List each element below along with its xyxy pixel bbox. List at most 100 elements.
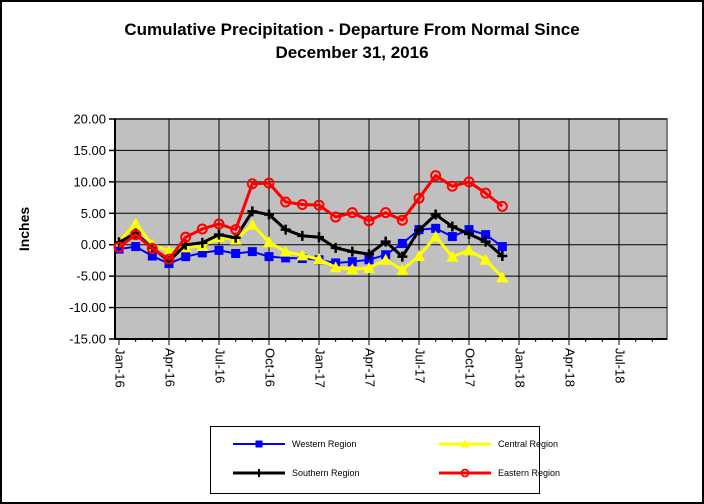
legend-item-central: Central Region — [437, 438, 558, 450]
marker-triangle — [379, 253, 392, 265]
chart-title-line1: Cumulative Precipitation - Departure Fro… — [124, 20, 580, 39]
marker-circle — [130, 229, 142, 241]
marker-circle — [280, 196, 292, 208]
marker-plus — [364, 249, 374, 260]
marker-square — [231, 249, 241, 259]
marker-triangle — [296, 249, 309, 261]
marker-square — [197, 248, 207, 258]
marker-triangle — [129, 217, 142, 229]
marker-circle — [246, 178, 258, 190]
marker-triangle — [329, 261, 342, 273]
y-tick-label: 15.00 — [73, 143, 106, 158]
marker-plus — [214, 229, 224, 240]
marker-circle — [413, 192, 425, 204]
marker-square — [347, 257, 357, 267]
marker-square — [281, 253, 291, 263]
marker-plus — [247, 206, 258, 217]
legend-marker-western-icon — [233, 440, 285, 448]
marker-square — [497, 242, 507, 252]
x-tick-label: Jul-17 — [413, 348, 428, 383]
y-tick-label: 5.00 — [81, 206, 106, 221]
marker-circle — [396, 214, 408, 226]
marker-square — [431, 223, 441, 233]
x-tick-label: Apr-17 — [363, 348, 378, 387]
marker-circle — [346, 207, 358, 219]
marker-circle — [296, 198, 308, 210]
marker-circle — [430, 170, 442, 182]
legend-label: Eastern Region — [498, 468, 561, 478]
marker-circle — [380, 207, 392, 219]
marker-square — [364, 255, 374, 265]
marker-square — [447, 232, 457, 242]
x-tick-label: Oct-16 — [263, 348, 278, 387]
y-tick-label: 0.00 — [81, 237, 106, 252]
x-tick-label: Apr-18 — [563, 348, 578, 387]
y-tick-label: -15.00 — [69, 332, 106, 347]
marker-circle — [180, 231, 192, 243]
marker-square — [181, 252, 191, 262]
marker-plus — [464, 229, 474, 240]
legend-marker-southern-icon — [233, 469, 285, 477]
marker-square — [131, 242, 141, 252]
marker-circle — [196, 223, 208, 235]
marker-circle — [163, 253, 175, 265]
chart-title-line2: December 31, 2016 — [275, 43, 429, 62]
marker-triangle — [463, 244, 475, 256]
marker-circle — [463, 176, 475, 188]
marker-triangle — [396, 263, 409, 275]
marker-square — [214, 245, 224, 255]
legend-label: Central Region — [498, 439, 559, 449]
marker-square — [247, 247, 257, 257]
marker-plus — [447, 221, 458, 232]
marker-circle — [263, 177, 275, 189]
legend-label: Western Region — [292, 439, 357, 449]
x-tick-label: Apr-16 — [163, 348, 178, 387]
marker-plus — [414, 225, 424, 236]
marker-circle — [480, 187, 492, 199]
marker-triangle — [479, 253, 492, 265]
marker-plus — [197, 237, 208, 248]
y-tick-label: -10.00 — [69, 300, 106, 315]
legend-item-western: Western Region — [231, 438, 356, 450]
x-tick-label: Jan-18 — [513, 348, 528, 388]
marker-plus — [280, 224, 291, 235]
legend-label: Southern Region — [292, 468, 360, 478]
marker-triangle — [246, 218, 259, 230]
marker-triangle — [279, 245, 292, 257]
marker-triangle — [496, 271, 509, 283]
marker-square — [397, 238, 407, 248]
marker-triangle — [429, 230, 442, 242]
marker-circle — [230, 224, 242, 236]
chart-title: Cumulative Precipitation - Departure Fro… — [2, 18, 702, 64]
marker-triangle — [363, 261, 375, 273]
x-tick-label: Jul-16 — [213, 348, 228, 383]
marker-plus — [297, 230, 308, 241]
marker-circle — [446, 180, 458, 192]
x-tick-label: Jan-17 — [313, 348, 328, 388]
legend: Western Region Central Region Southern R… — [210, 426, 560, 494]
legend-marker-eastern-icon — [439, 468, 491, 478]
x-tick-label: Jul-18 — [613, 348, 628, 383]
legend-item-eastern: Eastern Region — [437, 467, 560, 479]
marker-plus — [330, 242, 341, 253]
marker-plus — [497, 251, 508, 262]
marker-circle — [313, 199, 325, 211]
legend-item-southern: Southern Region — [231, 467, 360, 479]
marker-plus — [314, 232, 324, 243]
marker-circle — [146, 242, 158, 254]
marker-circle — [213, 218, 225, 230]
y-tick-label: 10.00 — [73, 174, 106, 189]
marker-circle — [496, 200, 508, 212]
marker-square — [114, 244, 124, 254]
marker-triangle — [413, 250, 425, 262]
y-tick-label: 20.00 — [73, 112, 106, 127]
marker-triangle — [313, 253, 325, 265]
marker-triangle — [346, 263, 359, 275]
x-tick-label: Oct-17 — [463, 348, 478, 387]
marker-plus — [380, 236, 391, 247]
marker-circle — [330, 211, 342, 223]
marker-plus — [347, 246, 358, 257]
marker-plus — [430, 209, 441, 220]
